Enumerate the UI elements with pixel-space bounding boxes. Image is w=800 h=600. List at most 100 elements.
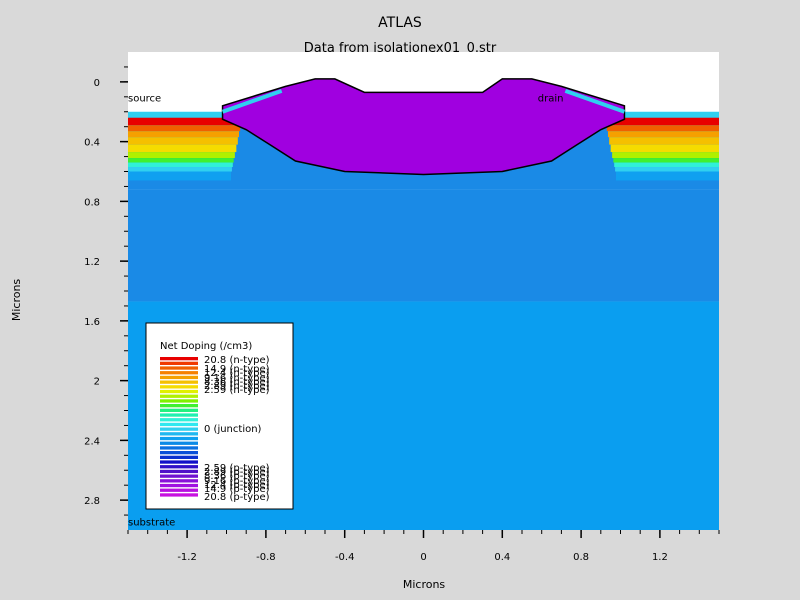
chart-title: ATLAS [378, 15, 422, 31]
legend-title: Net Doping (/cm3) [160, 341, 252, 352]
doping-band [128, 137, 238, 145]
legend-entry: 2.89 (n-type) [204, 381, 270, 392]
legend-swatch [160, 446, 198, 450]
legend-swatch [160, 493, 198, 497]
legend-swatch [160, 479, 198, 483]
legend-swatch [160, 432, 198, 436]
legend-swatch [160, 483, 198, 488]
plot-area [128, 52, 719, 530]
doping-band [610, 144, 719, 153]
doping-band [128, 144, 237, 153]
legend-entry: 12.4 (n-type) [204, 368, 270, 379]
y-tick-label: 2.8 [84, 496, 100, 507]
legend-entry: 2.59 (p-type) [204, 463, 270, 474]
legend-entry: 2.89 (p-type) [204, 467, 270, 478]
doping-band [612, 152, 719, 159]
doping-band [606, 125, 719, 132]
doping-band [128, 114, 243, 126]
legend-entry: 20.8 (n-type) [204, 355, 270, 366]
x-tick-label: 0 [420, 552, 426, 563]
oxide-rim [221, 88, 283, 114]
doping-band [128, 152, 235, 159]
surface-oxide [128, 111, 223, 118]
legend-swatch [160, 394, 198, 398]
doping-band [609, 137, 719, 145]
legend-entry: 20.8 (p-type) [204, 492, 270, 503]
legend-swatch [160, 380, 198, 384]
doping-band [615, 167, 719, 172]
doping-band [128, 158, 234, 163]
doping-band [128, 162, 233, 168]
legend-swatch [160, 436, 198, 441]
legend-entry: 0 (junction) [204, 424, 262, 435]
legend-swatch [160, 404, 198, 408]
doping-band [615, 171, 719, 181]
x-tick-label: 1.2 [652, 552, 668, 563]
legend-swatch [160, 357, 198, 361]
x-axis-ticks: -1.2 -0.8 -0.4 0 0.4 0.8 1.2 [127, 530, 720, 563]
legend-swatch [160, 408, 198, 412]
oxide-rim [564, 88, 626, 114]
y-tick-label: 0.8 [84, 197, 100, 208]
legend-swatch [160, 385, 198, 389]
legend-swatch [160, 469, 198, 474]
legend-swatch [160, 427, 198, 431]
legend-swatch [160, 389, 198, 394]
legend-entry: 9.16 (p-type) [204, 476, 270, 487]
legend-entry: 8.36 (n-type) [204, 377, 270, 388]
legend-swatch [160, 488, 198, 492]
annotation-label: drain [538, 93, 564, 104]
legend-swatch [160, 474, 198, 478]
legend-entry: 14.9 (p-type) [204, 484, 270, 495]
doping-band [128, 131, 240, 138]
legend-swatch [160, 441, 198, 445]
surface-oxide [624, 111, 719, 118]
doping-region [128, 189, 719, 302]
doping-band [128, 125, 241, 132]
x-tick-label: 0.8 [573, 552, 589, 563]
x-tick-label: -0.8 [256, 552, 276, 563]
annotations: source drain substrate [128, 93, 563, 528]
y-tick-label: 1.6 [84, 317, 100, 328]
legend-entry: 2.59 (n-type) [204, 385, 270, 396]
legend-entry: 12.4 (p-type) [204, 480, 270, 491]
doping-band [128, 167, 232, 172]
legend: Net Doping (/cm3) 20.8 (n-type)14.9 (n-t… [145, 322, 294, 510]
legend-swatch [160, 361, 198, 365]
y-axis-ticks: 0 0.4 0.8 1.2 1.6 2 2.4 2.8 [84, 66, 128, 516]
y-tick-label: 2 [94, 377, 100, 388]
legend-swatch [160, 413, 198, 417]
legend-swatch [160, 422, 198, 427]
legend-swatch [160, 371, 198, 375]
doping-band [614, 162, 719, 168]
legend-swatch [160, 460, 198, 464]
annotation-label: source [128, 93, 161, 104]
legend-swatch [160, 375, 198, 380]
y-tick-label: 0.4 [84, 138, 100, 149]
doping-band [613, 158, 719, 163]
legend-swatch [160, 451, 198, 455]
y-tick-label: 1.2 [84, 257, 100, 268]
legend-swatch [160, 366, 198, 370]
x-tick-label: -1.2 [177, 552, 197, 563]
legend-swatches [160, 357, 198, 497]
legend-swatch [160, 455, 198, 459]
doping-band [604, 114, 719, 126]
legend-entry: 8.36 (p-type) [204, 471, 270, 482]
legend-swatch [160, 399, 198, 403]
x-tick-label: 0.4 [494, 552, 510, 563]
legend-swatch [160, 465, 198, 469]
isolation-oxide [221, 78, 626, 176]
x-tick-label: -0.4 [335, 552, 355, 563]
annotation-label: substrate [128, 518, 175, 529]
legend-swatch [160, 418, 198, 422]
doping-band [607, 131, 719, 138]
x-axis-label: Microns [403, 578, 446, 591]
legend-entries: 20.8 (n-type)14.9 (n-type)12.4 (n-type)9… [204, 355, 270, 503]
y-axis-label: Microns [10, 279, 23, 322]
doping-band [128, 171, 232, 181]
y-tick-label: 2.4 [84, 436, 100, 447]
legend-entry: 9.16 (n-type) [204, 373, 270, 384]
legend-entry: 14.9 (n-type) [204, 364, 270, 375]
